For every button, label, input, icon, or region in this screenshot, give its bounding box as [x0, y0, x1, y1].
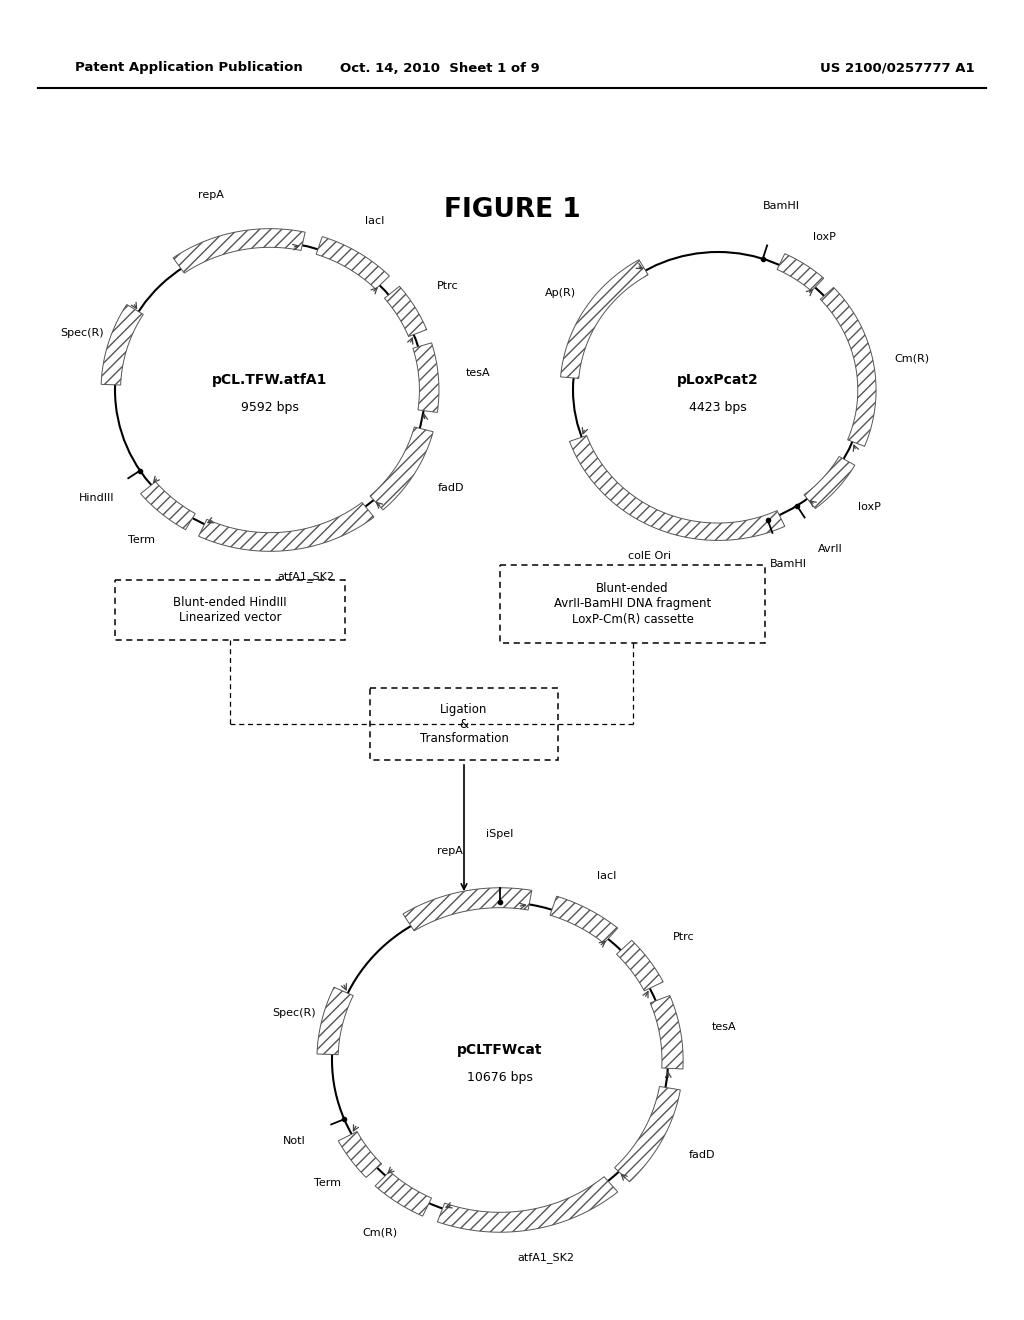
Text: Term: Term [128, 535, 155, 545]
Polygon shape [338, 1131, 382, 1177]
Polygon shape [616, 940, 664, 991]
Bar [500, 565, 765, 643]
Text: fadD: fadD [438, 483, 465, 492]
Text: Patent Application Publication: Patent Application Publication [75, 62, 303, 74]
Text: Cm(R): Cm(R) [362, 1228, 397, 1238]
Text: loxP: loxP [813, 232, 836, 243]
Polygon shape [777, 253, 823, 292]
Polygon shape [413, 343, 439, 412]
Text: Oct. 14, 2010  Sheet 1 of 9: Oct. 14, 2010 Sheet 1 of 9 [340, 62, 540, 74]
Polygon shape [804, 457, 855, 508]
Text: BamHI: BamHI [763, 201, 800, 211]
Polygon shape [650, 995, 683, 1069]
Text: Ptrc: Ptrc [673, 932, 694, 942]
Polygon shape [316, 236, 389, 289]
Text: Spec(R): Spec(R) [272, 1008, 315, 1018]
Text: Spec(R): Spec(R) [60, 327, 103, 338]
Polygon shape [384, 286, 427, 337]
Text: iSpeI: iSpeI [486, 829, 514, 840]
Text: US 2100/0257777 A1: US 2100/0257777 A1 [820, 62, 975, 74]
Polygon shape [140, 482, 196, 529]
Text: Ligation
&
Transformation: Ligation & Transformation [420, 702, 509, 746]
Text: Ptrc: Ptrc [436, 281, 459, 292]
Text: Term: Term [314, 1177, 341, 1188]
Text: pCL.TFW.atfA1: pCL.TFW.atfA1 [212, 374, 328, 387]
Text: Ap(R): Ap(R) [545, 289, 577, 298]
Text: BamHI: BamHI [770, 558, 807, 569]
Polygon shape [317, 987, 353, 1055]
Polygon shape [173, 228, 305, 273]
Text: repA: repA [198, 190, 223, 199]
Polygon shape [820, 288, 877, 446]
Polygon shape [403, 888, 531, 931]
Text: atfA1_SK2: atfA1_SK2 [517, 1253, 574, 1263]
Text: HindIII: HindIII [79, 492, 115, 503]
Text: atfA1_SK2: atfA1_SK2 [278, 572, 334, 582]
Polygon shape [614, 1086, 680, 1181]
Polygon shape [560, 260, 648, 379]
Text: 10676 bps: 10676 bps [467, 1072, 532, 1085]
Text: Blunt-ended HindIII
Linearized vector: Blunt-ended HindIII Linearized vector [173, 597, 287, 624]
Text: pCLTFWcat: pCLTFWcat [458, 1043, 543, 1057]
Text: repA: repA [437, 846, 463, 855]
Polygon shape [550, 896, 617, 944]
Text: colE Ori: colE Ori [628, 552, 671, 561]
Polygon shape [569, 436, 784, 540]
Bar [115, 579, 345, 640]
Text: loxP: loxP [858, 502, 881, 512]
Text: NotI: NotI [283, 1137, 306, 1146]
Polygon shape [101, 305, 143, 385]
Text: lacI: lacI [365, 215, 384, 226]
Text: AvrII: AvrII [818, 544, 843, 553]
Text: fadD: fadD [689, 1150, 716, 1160]
Text: 9592 bps: 9592 bps [241, 401, 299, 414]
Text: pLoxPcat2: pLoxPcat2 [677, 374, 759, 387]
Text: Blunt-ended
AvrII-BamHI DNA fragment
LoxP-Cm(R) cassette: Blunt-ended AvrII-BamHI DNA fragment Lox… [554, 582, 711, 626]
Polygon shape [437, 1176, 617, 1232]
Text: tesA: tesA [712, 1023, 736, 1032]
Polygon shape [199, 503, 374, 552]
Polygon shape [370, 426, 433, 510]
Text: Cm(R): Cm(R) [895, 354, 930, 363]
Text: 4423 bps: 4423 bps [689, 401, 746, 414]
Text: FIGURE 1: FIGURE 1 [443, 197, 581, 223]
Bar [370, 688, 558, 760]
Text: lacI: lacI [597, 871, 616, 880]
Text: tesA: tesA [466, 368, 490, 378]
Polygon shape [375, 1171, 431, 1216]
